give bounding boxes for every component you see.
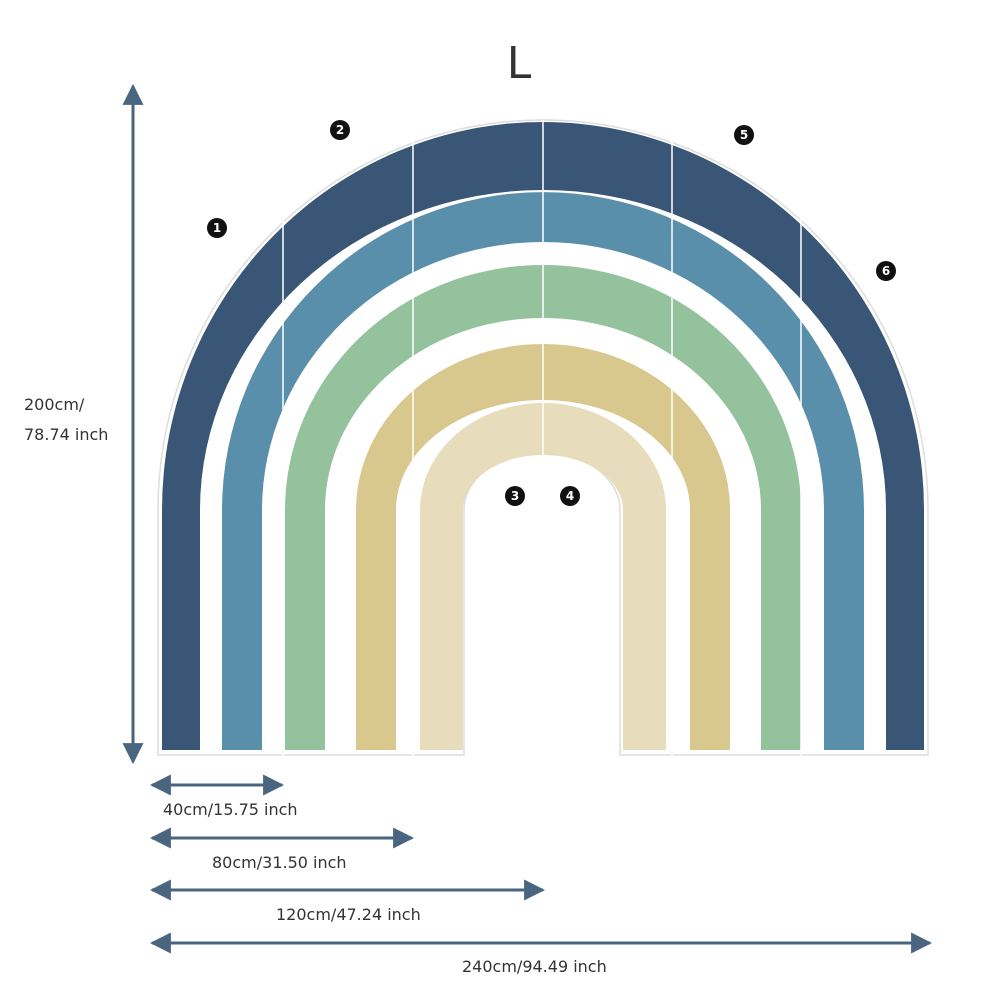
panel-number: 5 (740, 128, 748, 142)
panel-badge (207, 218, 227, 238)
panel-number: 2 (336, 123, 344, 137)
height-label: 200cm/ (24, 395, 85, 414)
size-label: L (507, 38, 532, 89)
width-label: 120cm/47.24 inch (276, 905, 421, 924)
panel-badge (876, 261, 896, 281)
width-label: 80cm/31.50 inch (212, 853, 347, 872)
rainbow-band (356, 344, 730, 750)
panel-badge (734, 125, 754, 145)
height-label: 78.74 inch (24, 425, 108, 444)
width-label: 40cm/15.75 inch (163, 800, 298, 819)
panel-badge (505, 486, 525, 506)
panel-number: 4 (566, 489, 574, 503)
panel-badge (330, 120, 350, 140)
panel-number: 6 (882, 264, 890, 278)
panel-badge (560, 486, 580, 506)
rainbow (157, 119, 929, 756)
panel-number: 1 (213, 221, 221, 235)
width-label: 240cm/94.49 inch (462, 957, 607, 976)
panel-number: 3 (511, 489, 519, 503)
rainbow-band (420, 403, 666, 750)
